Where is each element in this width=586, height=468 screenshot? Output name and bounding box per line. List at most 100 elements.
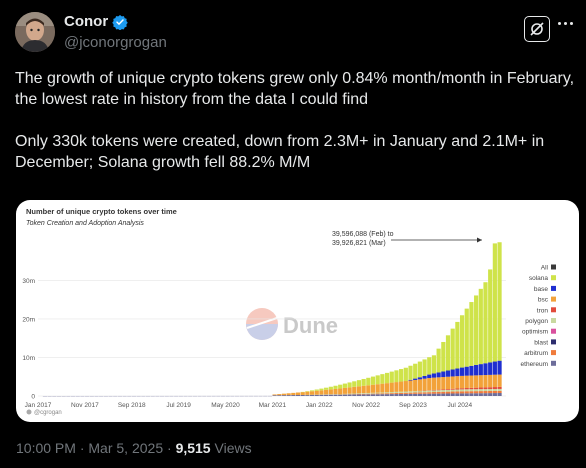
bar-segment-ethereum <box>413 393 418 396</box>
bar-segment-tron <box>436 389 441 391</box>
bar-segment-ethereum <box>384 394 390 396</box>
bar-segment-base <box>469 365 474 376</box>
bar-segment-ethereum <box>281 395 287 396</box>
bar-segment-tron <box>488 387 493 390</box>
bar-segment-arbitrum <box>399 392 404 394</box>
bar-segment-bsc <box>431 377 437 390</box>
legend-label: arbitrum <box>524 350 548 357</box>
bar-segment-ethereum <box>352 394 357 396</box>
bar-segment-bsc <box>408 380 413 392</box>
bar-segment-ethereum <box>366 394 371 396</box>
bar-segment-base <box>492 361 497 375</box>
bar-segment-ethereum <box>431 393 437 396</box>
bar-segment-solana <box>366 377 371 386</box>
credit-icon <box>26 409 32 415</box>
bar-segment-solana <box>399 369 404 382</box>
grok-button[interactable] <box>524 16 550 42</box>
tweet-paragraph: The growth of unique crypto tokens grew … <box>15 70 575 108</box>
legend-label: polygon <box>525 318 548 325</box>
avatar[interactable] <box>15 12 55 52</box>
bar-segment-arbitrum <box>459 391 465 394</box>
bar-segment-bsc <box>478 375 483 388</box>
bar-segment-bsc <box>370 384 376 393</box>
bar-segment-bsc <box>445 376 451 390</box>
bar-segment-arbitrum <box>366 393 371 395</box>
legend-label: blast <box>534 339 548 346</box>
bar-segment-ethereum <box>455 393 460 396</box>
bar-segment-polygon <box>361 393 366 394</box>
bar-segment-solana <box>483 282 488 364</box>
bar-segment-polygon <box>417 390 422 393</box>
bar-segment-ethereum <box>277 395 282 396</box>
bar-segment-polygon <box>445 389 451 392</box>
bar-segment-arbitrum <box>488 390 493 394</box>
more-options-icon[interactable] <box>558 22 573 25</box>
y-tick-label: 30m <box>22 278 35 285</box>
dune-watermark: Dune <box>246 308 338 340</box>
bar-segment-arbitrum <box>389 393 394 395</box>
bar-segment-bsc <box>389 382 394 393</box>
legend-swatch <box>551 296 556 302</box>
bar-segment-ethereum <box>464 393 469 396</box>
bar-segment-ethereum <box>291 395 296 396</box>
bar-segment-bsc <box>272 394 277 396</box>
x-tick-label: Nov 2022 <box>352 402 380 409</box>
bar-segment-tron <box>445 389 451 390</box>
bar-segment-arbitrum <box>427 392 432 394</box>
bar-segment-arbitrum <box>469 391 474 394</box>
bar-segment-solana <box>384 372 390 384</box>
legend-swatch <box>551 360 556 366</box>
bar-segment-base <box>455 368 460 377</box>
bar-segment-ethereum <box>319 394 324 396</box>
bar-segment-bsc <box>399 381 404 392</box>
bar-segment-ethereum <box>272 395 277 396</box>
watermark-text: Dune <box>283 313 338 338</box>
bar-segment-polygon <box>464 389 469 392</box>
bar-segment-ethereum <box>427 393 432 396</box>
author-name-row[interactable]: Conor <box>64 13 128 30</box>
bar-segment-solana <box>375 375 380 385</box>
author-name[interactable]: Conor <box>64 13 109 30</box>
bar-segment-bsc <box>474 375 479 388</box>
bar-segment-ethereum <box>441 393 446 396</box>
tweet-time[interactable]: 10:00 PM <box>16 440 76 456</box>
legend-swatch <box>551 339 556 345</box>
chart-media[interactable]: Number of unique crypto tokens over time… <box>16 200 579 422</box>
legend-swatch <box>551 328 556 334</box>
bar-segment-solana <box>478 288 483 365</box>
legend-swatch <box>551 318 556 323</box>
bar-segment-solana <box>347 382 352 388</box>
bar-segment-solana <box>342 383 347 388</box>
bar-segment-base <box>413 378 418 380</box>
verified-badge-icon <box>112 14 128 30</box>
bar-segment-bsc <box>338 388 343 395</box>
tweet-text: The growth of unique crypto tokens grew … <box>15 68 575 194</box>
legend-swatch <box>551 350 556 356</box>
bar-segment-base <box>483 363 488 376</box>
bar-segment-polygon <box>459 389 465 392</box>
legend-label: optimism <box>522 329 548 336</box>
legend-label: tron <box>537 307 549 314</box>
bar-segment-arbitrum <box>384 393 390 395</box>
legend-swatch <box>551 264 556 270</box>
chart-subtitle: Token Creation and Adoption Analysis <box>26 220 144 227</box>
bar-segment-ethereum <box>375 394 380 396</box>
author-handle[interactable]: @jconorgrogan <box>64 34 167 51</box>
bar-segment-ethereum <box>286 395 291 396</box>
bar-segment-ethereum <box>324 394 329 396</box>
bar-segment-solana <box>328 386 333 390</box>
bar-segment-bsc <box>497 374 502 387</box>
bar-segment-bsc <box>464 375 469 389</box>
bar-segment-base <box>464 366 469 376</box>
bar-segment-solana <box>469 302 474 366</box>
bar-segment-ethereum <box>356 394 362 396</box>
bar-segment-bsc <box>427 378 432 391</box>
bar-segment-arbitrum <box>394 393 399 395</box>
bar-segment-solana <box>361 378 366 386</box>
bar-segment-bsc <box>347 387 352 394</box>
bar-segment-ethereum <box>483 393 488 396</box>
bar-segment-polygon <box>384 392 390 394</box>
tweet-date[interactable]: Mar 5, 2025 <box>88 440 164 456</box>
bar-segment-bsc <box>281 393 287 396</box>
bar-segment-polygon <box>399 391 404 393</box>
